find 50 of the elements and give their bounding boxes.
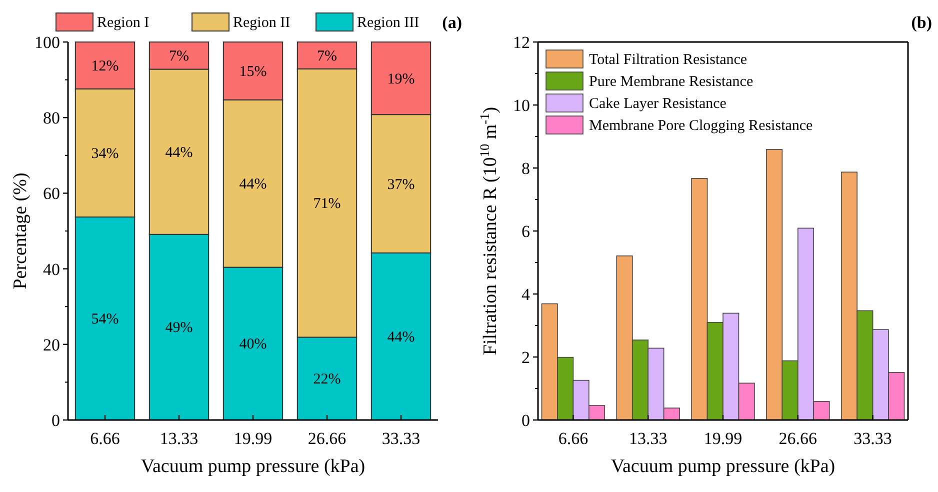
y-tick-label: 20 xyxy=(43,335,60,354)
data-label: 54% xyxy=(91,312,119,328)
data-label: 71% xyxy=(313,196,341,212)
data-label: 34% xyxy=(91,146,119,162)
text: (a) xyxy=(442,13,462,32)
y-tick-label: 4 xyxy=(522,285,530,304)
data-label: 37% xyxy=(387,176,415,193)
y-tick-label: 6 xyxy=(522,222,530,241)
x-tick-label: 33.33 xyxy=(382,429,420,448)
data-label: 40% xyxy=(239,336,267,353)
y-axis-title: Percentage (%) xyxy=(10,172,31,290)
x-tick-label: 13.33 xyxy=(628,429,668,448)
y-tick-label: 8 xyxy=(522,159,530,178)
data-label: 7% xyxy=(317,48,337,64)
y-tick-label: 0 xyxy=(522,411,530,430)
y-tick-label: 2 xyxy=(522,348,530,367)
legend-label: Region I xyxy=(97,15,150,31)
text: (b) xyxy=(911,13,932,32)
legend-label: Membrane Pore Clogging Resistance xyxy=(589,118,814,134)
x-tick-label: 6.66 xyxy=(90,429,120,448)
data-label: 15% xyxy=(239,64,267,80)
x-tick-label: 6.66 xyxy=(558,429,588,448)
x-tick-label: 19.99 xyxy=(234,429,272,448)
data-label: 44% xyxy=(239,176,267,193)
legend-label: Region II xyxy=(233,15,290,31)
data-label: 49% xyxy=(165,320,193,336)
y-tick-label: 12 xyxy=(513,33,530,52)
legend-label: Pure Membrane Resistance xyxy=(589,74,754,90)
x-tick-label: 33.33 xyxy=(854,429,892,448)
y-tick-label: 100 xyxy=(34,33,60,52)
y-tick-label: 80 xyxy=(43,108,60,128)
data-label: 7% xyxy=(169,48,189,65)
x-tick-label: 26.66 xyxy=(778,429,818,448)
x-tick-label: 26.66 xyxy=(308,429,346,448)
y-tick-label: 10 xyxy=(513,96,530,115)
x-tick-label: 13.33 xyxy=(160,429,198,448)
data-label: 12% xyxy=(91,58,119,74)
legend-label: Region III xyxy=(357,15,420,31)
x-tick-label: 19.99 xyxy=(704,429,742,448)
data-label: 19% xyxy=(387,71,415,88)
y-tick-label: 60 xyxy=(43,184,60,204)
legend-label: Cake Layer Resistance xyxy=(589,96,727,112)
y-tick-label: 0 xyxy=(52,411,60,430)
x-axis-title: Vacuum pump pressure (kPa) xyxy=(610,456,836,477)
data-label: 44% xyxy=(165,144,193,161)
data-label: 44% xyxy=(387,329,415,346)
data-label: 22% xyxy=(313,372,341,388)
legend-label: Total Filtration Resistance xyxy=(589,52,748,68)
y-tick-label: 40 xyxy=(43,260,60,279)
x-axis-title: Vacuum pump pressure (kPa) xyxy=(140,456,366,477)
